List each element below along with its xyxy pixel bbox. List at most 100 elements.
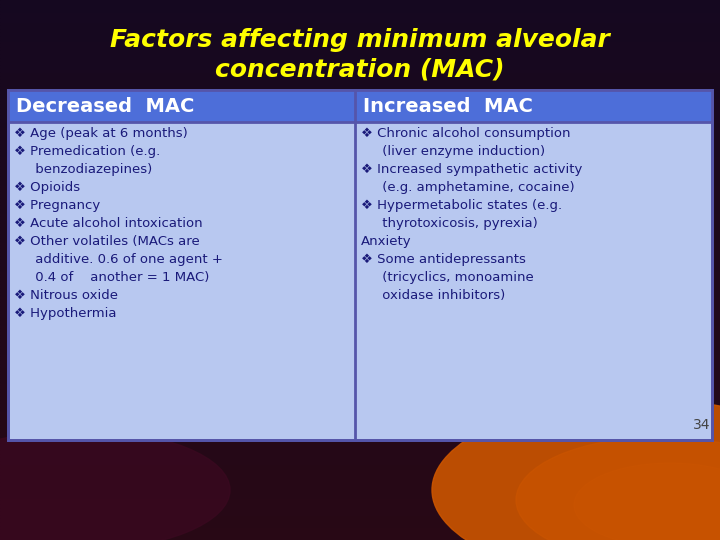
Bar bbox=[0, 201, 720, 205]
Bar bbox=[0, 227, 720, 231]
Bar bbox=[0, 216, 720, 220]
Bar bbox=[0, 263, 720, 266]
FancyBboxPatch shape bbox=[355, 90, 712, 122]
Text: ❖ Chronic alcohol consumption
     (liver enzyme induction)
❖ Increased sympathe: ❖ Chronic alcohol consumption (liver enz… bbox=[361, 127, 582, 302]
Text: Decreased  MAC: Decreased MAC bbox=[16, 97, 194, 116]
Bar bbox=[0, 331, 720, 335]
Bar bbox=[0, 130, 720, 133]
Bar bbox=[0, 382, 720, 385]
Bar bbox=[0, 288, 720, 292]
Ellipse shape bbox=[516, 437, 720, 540]
Ellipse shape bbox=[574, 463, 720, 540]
Bar bbox=[0, 104, 720, 108]
Bar bbox=[0, 15, 720, 18]
Bar bbox=[0, 504, 720, 508]
Bar bbox=[0, 302, 720, 306]
Bar bbox=[0, 464, 720, 468]
Bar bbox=[0, 198, 720, 201]
Bar bbox=[0, 385, 720, 389]
Bar bbox=[0, 76, 720, 79]
Bar bbox=[0, 50, 720, 54]
Bar bbox=[0, 191, 720, 194]
Bar bbox=[0, 320, 720, 324]
Text: concentration (MAC): concentration (MAC) bbox=[215, 58, 505, 82]
Bar bbox=[0, 90, 720, 93]
Bar bbox=[0, 353, 720, 356]
Bar bbox=[0, 436, 720, 439]
Bar bbox=[0, 414, 720, 417]
Bar bbox=[0, 356, 720, 360]
Bar bbox=[0, 61, 720, 65]
Bar bbox=[0, 47, 720, 50]
Bar bbox=[0, 97, 720, 101]
Bar bbox=[0, 335, 720, 339]
Bar bbox=[0, 101, 720, 104]
Bar bbox=[0, 389, 720, 393]
Bar bbox=[0, 54, 720, 58]
Bar bbox=[0, 65, 720, 69]
Bar bbox=[0, 285, 720, 288]
Bar bbox=[0, 29, 720, 32]
Bar bbox=[0, 93, 720, 97]
Text: ❖ Age (peak at 6 months)
❖ Premedication (e.g.
     benzodiazepines)
❖ Opioids
❖: ❖ Age (peak at 6 months) ❖ Premedication… bbox=[14, 127, 223, 320]
Bar bbox=[0, 525, 720, 529]
Bar bbox=[0, 108, 720, 112]
Bar bbox=[0, 328, 720, 331]
Bar bbox=[0, 36, 720, 39]
Bar bbox=[0, 486, 720, 490]
Bar bbox=[0, 151, 720, 155]
Ellipse shape bbox=[432, 399, 720, 540]
Bar bbox=[0, 363, 720, 367]
Bar bbox=[0, 374, 720, 378]
Bar bbox=[0, 529, 720, 533]
Bar bbox=[0, 497, 720, 501]
Bar bbox=[0, 220, 720, 223]
Bar bbox=[0, 417, 720, 421]
Bar bbox=[0, 126, 720, 130]
Bar bbox=[0, 140, 720, 144]
Bar bbox=[0, 342, 720, 346]
Bar bbox=[0, 83, 720, 86]
Bar bbox=[0, 393, 720, 396]
Bar bbox=[0, 11, 720, 15]
Bar bbox=[0, 475, 720, 479]
Bar bbox=[0, 266, 720, 270]
Bar bbox=[0, 501, 720, 504]
Bar bbox=[0, 123, 720, 126]
Bar bbox=[0, 184, 720, 187]
Text: Increased  MAC: Increased MAC bbox=[363, 97, 533, 116]
FancyBboxPatch shape bbox=[8, 90, 712, 440]
Bar bbox=[0, 234, 720, 238]
Bar bbox=[0, 259, 720, 263]
Bar bbox=[0, 447, 720, 450]
Bar bbox=[0, 493, 720, 497]
Bar bbox=[0, 115, 720, 119]
Bar bbox=[0, 238, 720, 241]
Bar bbox=[0, 299, 720, 302]
Bar bbox=[0, 147, 720, 151]
Bar bbox=[0, 25, 720, 29]
Bar bbox=[0, 432, 720, 436]
Bar bbox=[0, 86, 720, 90]
Bar bbox=[0, 166, 720, 169]
Bar bbox=[0, 255, 720, 259]
Bar bbox=[0, 209, 720, 212]
Bar bbox=[0, 169, 720, 173]
Bar bbox=[0, 7, 720, 11]
Bar bbox=[0, 180, 720, 184]
Bar bbox=[0, 407, 720, 410]
Bar bbox=[0, 241, 720, 245]
Bar bbox=[0, 295, 720, 299]
Bar bbox=[0, 112, 720, 115]
Bar bbox=[0, 43, 720, 47]
Bar bbox=[0, 425, 720, 428]
Bar bbox=[0, 248, 720, 252]
Bar bbox=[0, 137, 720, 140]
Bar bbox=[0, 410, 720, 414]
Bar bbox=[0, 0, 720, 4]
Bar bbox=[0, 511, 720, 515]
Bar bbox=[0, 450, 720, 454]
Bar bbox=[0, 479, 720, 482]
Bar bbox=[0, 252, 720, 255]
Bar bbox=[0, 173, 720, 177]
